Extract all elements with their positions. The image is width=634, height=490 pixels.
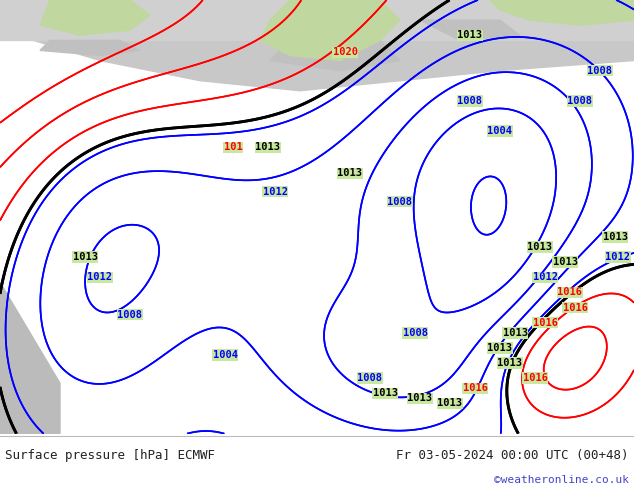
Text: 1016: 1016: [462, 383, 488, 393]
Text: 1008: 1008: [403, 328, 427, 338]
Polygon shape: [0, 282, 60, 434]
Text: ©weatheronline.co.uk: ©weatheronline.co.uk: [494, 475, 629, 485]
Text: 1012: 1012: [87, 272, 112, 282]
Polygon shape: [40, 40, 140, 55]
Text: 1004: 1004: [212, 350, 238, 360]
Text: 1008: 1008: [588, 66, 612, 75]
FancyBboxPatch shape: [0, 0, 634, 40]
Polygon shape: [270, 40, 400, 71]
Text: 1013: 1013: [337, 169, 363, 178]
Text: 1020: 1020: [332, 48, 358, 57]
Text: 1013: 1013: [602, 232, 628, 242]
Polygon shape: [490, 0, 634, 25]
Text: 1013: 1013: [498, 358, 522, 368]
Text: Surface pressure [hPa] ECMWF: Surface pressure [hPa] ECMWF: [5, 448, 215, 462]
Text: 101: 101: [224, 142, 242, 152]
Text: 1013: 1013: [437, 398, 462, 408]
Text: 1012: 1012: [262, 187, 287, 196]
Text: 1008: 1008: [358, 373, 382, 383]
Text: 1016: 1016: [522, 373, 548, 383]
Text: 1008: 1008: [458, 96, 482, 106]
Polygon shape: [260, 0, 400, 60]
Text: 1012: 1012: [533, 272, 557, 282]
Text: 1013: 1013: [256, 142, 280, 152]
Text: 1013: 1013: [373, 388, 398, 398]
Text: 1016: 1016: [533, 318, 557, 328]
Text: 1013: 1013: [72, 252, 98, 262]
Text: 1013: 1013: [458, 30, 482, 40]
Text: 1008: 1008: [567, 96, 593, 106]
Text: 1012: 1012: [605, 252, 630, 262]
Text: 1016: 1016: [562, 303, 588, 313]
Text: 1008: 1008: [387, 196, 413, 207]
Text: 1013: 1013: [503, 328, 527, 338]
Text: 1013: 1013: [408, 393, 432, 403]
Text: 1004: 1004: [488, 126, 512, 136]
Text: 1013: 1013: [552, 257, 578, 267]
Text: Fr 03-05-2024 00:00 UTC (00+48): Fr 03-05-2024 00:00 UTC (00+48): [396, 448, 629, 462]
Polygon shape: [420, 20, 520, 40]
Text: 1013: 1013: [488, 343, 512, 353]
Text: 1016: 1016: [557, 288, 583, 297]
Polygon shape: [40, 0, 150, 35]
Polygon shape: [0, 0, 634, 91]
Text: 1013: 1013: [527, 242, 552, 252]
Text: 1008: 1008: [117, 310, 143, 319]
